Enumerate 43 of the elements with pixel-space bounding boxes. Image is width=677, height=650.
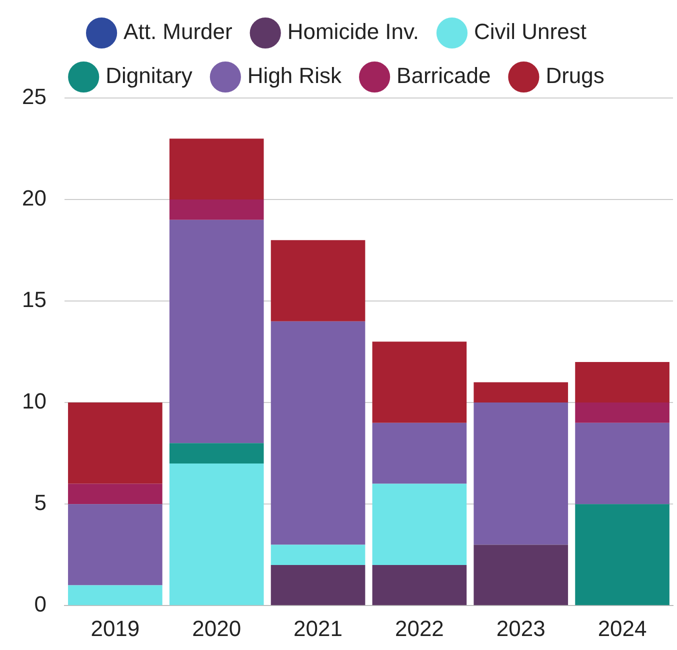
bar [68,585,162,606]
bar [68,484,162,504]
bar [169,138,264,200]
bar [270,544,366,565]
legend-label: Homicide Inv. [287,19,419,44]
bar [169,220,264,444]
y-tick-label: 20 [22,186,46,211]
x-tick-label: 2020 [192,616,242,641]
legend-label: High Risk [247,63,343,88]
legend-label: Barricade [396,63,491,88]
y-tick-label: 10 [22,388,46,414]
y-tick-label: 25 [22,84,46,110]
y-tick-label: 15 [22,287,46,312]
x-tick-label: 2021 [294,616,342,641]
bar [68,504,162,586]
bar [270,240,366,322]
bar [474,402,568,545]
bar [270,564,366,606]
bar [270,321,366,545]
bar [575,402,670,423]
bar [169,463,264,606]
bar [575,362,670,403]
bar [575,504,670,606]
legend-label: Att. Murder [124,19,232,44]
x-tick-label: 2024 [598,616,647,641]
legend-label: Civil Unrest [474,19,586,44]
y-tick-label: 0 [34,592,46,617]
bar [372,342,467,423]
bar [169,200,264,220]
y-tick-label: 5 [34,490,46,516]
bar [372,564,467,606]
legend-label: Dignitary [106,63,192,88]
bar [372,484,467,565]
bar [575,422,670,504]
x-tick-label: 2019 [90,616,140,641]
bar [169,443,264,464]
legend-label: Drugs [546,63,604,88]
x-tick-label: 2023 [496,616,546,641]
bar [474,382,568,403]
bar [474,544,568,606]
bar [68,402,162,484]
bar [372,422,467,484]
x-tick-label: 2022 [394,616,444,641]
